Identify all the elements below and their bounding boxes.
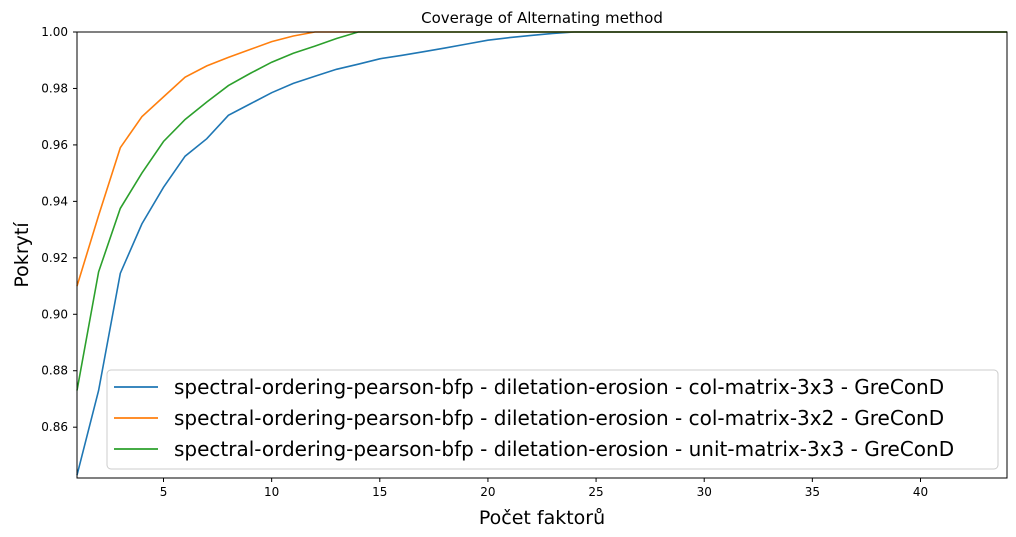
legend-box bbox=[106, 369, 999, 470]
y-tick-label: 0.92 bbox=[41, 251, 68, 265]
y-tick-label: 0.88 bbox=[41, 364, 68, 378]
plot-frame bbox=[76, 31, 1008, 479]
y-tick-label: 0.96 bbox=[41, 138, 68, 152]
x-axis-label: Počet faktorů bbox=[479, 507, 605, 529]
x-axis-ticks: 5 10 15 20 25 30 35 40 bbox=[160, 478, 928, 499]
legend-label-2: spectral-ordering-pearson-bfp - diletati… bbox=[174, 406, 944, 430]
x-tick-label: 40 bbox=[913, 485, 928, 499]
x-tick-label: 5 bbox=[160, 485, 168, 499]
x-tick-label: 30 bbox=[697, 485, 712, 499]
x-tick-label: 25 bbox=[588, 485, 603, 499]
x-tick-label: 35 bbox=[805, 485, 820, 499]
y-tick-label: 1.00 bbox=[41, 25, 68, 39]
legend-label-3: spectral-ordering-pearson-bfp - diletati… bbox=[174, 437, 954, 461]
y-tick-label: 0.98 bbox=[41, 81, 68, 95]
x-tick-label: 10 bbox=[264, 485, 279, 499]
legend: spectral-ordering-pearson-bfp - diletati… bbox=[106, 369, 999, 470]
x-tick-label: 15 bbox=[372, 485, 387, 499]
series-line-3 bbox=[76, 31, 1007, 391]
x-tick-label: 20 bbox=[480, 485, 495, 499]
y-axis-label: Pokrytí bbox=[11, 222, 33, 288]
y-axis-ticks: 0.86 0.88 0.90 0.92 0.94 0.96 0.98 1.00 bbox=[41, 25, 77, 434]
y-tick-label: 0.94 bbox=[41, 194, 68, 208]
chart-title: Coverage of Alternating method bbox=[421, 9, 663, 27]
y-tick-label: 0.90 bbox=[41, 307, 68, 321]
series-line-2 bbox=[76, 31, 1007, 287]
y-tick-label: 0.86 bbox=[41, 420, 68, 434]
legend-label-1: spectral-ordering-pearson-bfp - diletati… bbox=[174, 375, 944, 399]
